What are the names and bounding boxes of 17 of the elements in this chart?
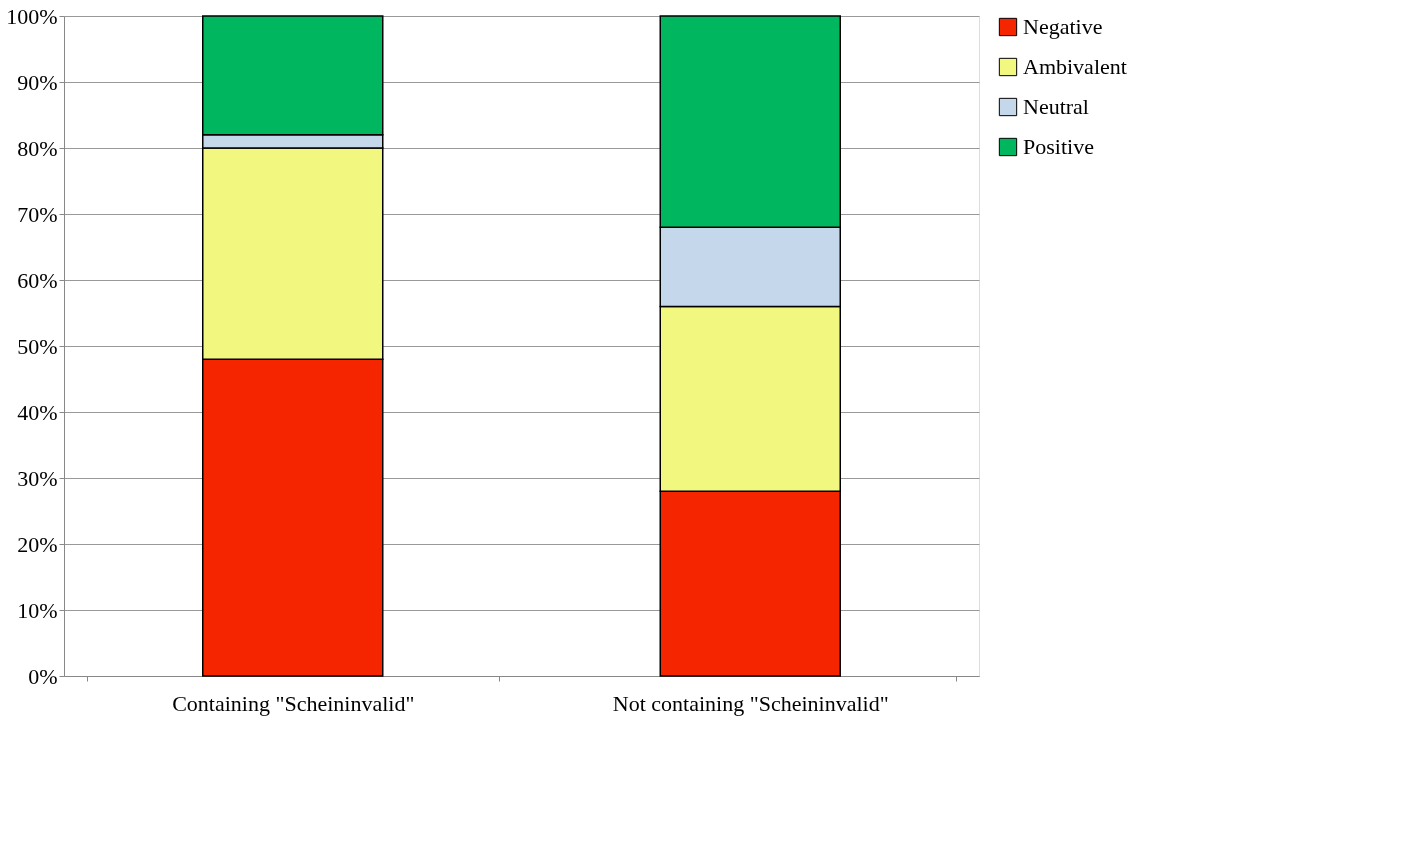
y-tick-label: 70%: [17, 201, 58, 227]
y-tick-label: 90%: [17, 69, 58, 95]
y-tick-label: 50%: [17, 333, 58, 359]
y-tick-label: 60%: [17, 267, 58, 293]
x-tick-label: Not containing "Scheininvalid": [612, 690, 889, 716]
y-tick-label: 100%: [6, 3, 58, 29]
y-tick-label: 0%: [28, 663, 58, 689]
x-tick-label: Containing "Scheininvalid": [172, 690, 415, 716]
legend-label: Negative: [1023, 14, 1103, 39]
legend-label: Neutral: [1023, 94, 1089, 119]
legend-label: Positive: [1023, 134, 1094, 159]
y-tick-label: 30%: [17, 465, 58, 491]
y-tick-label: 80%: [17, 135, 58, 161]
legend-label: Ambivalent: [1023, 54, 1127, 79]
y-tick-label: 10%: [17, 597, 58, 623]
y-tick-label: 40%: [17, 399, 58, 425]
y-tick-label: 20%: [17, 531, 58, 557]
